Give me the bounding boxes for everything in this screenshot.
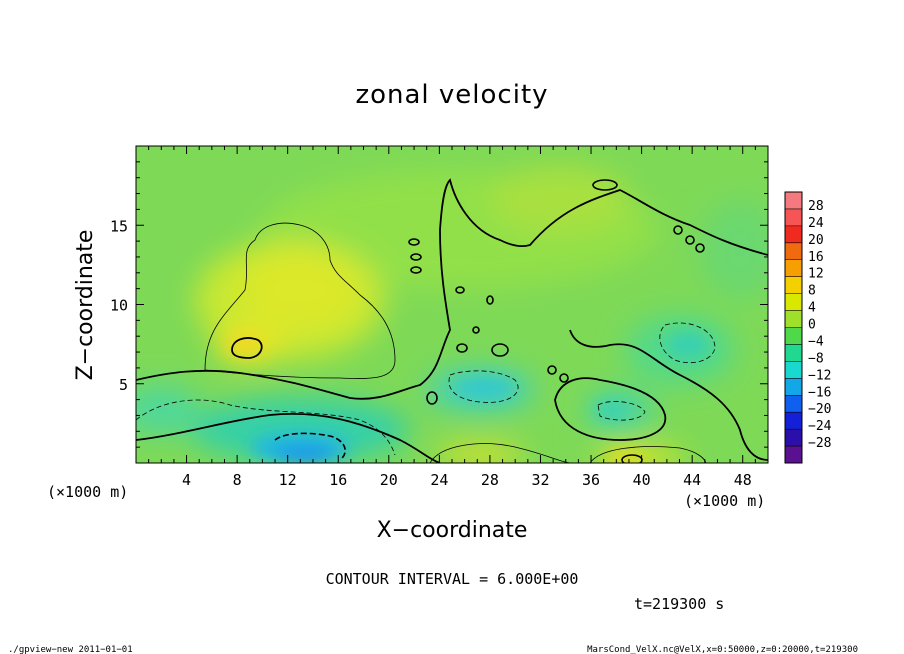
colorbar-label: −8: [808, 351, 824, 366]
colorbar-label: −24: [808, 419, 832, 434]
colorbar-label: 24: [808, 216, 824, 231]
x-tick-label: 28: [481, 471, 499, 489]
colorbar-label: −16: [808, 385, 831, 400]
colorbar-label: 20: [808, 233, 824, 248]
x-tick-label: 20: [380, 471, 398, 489]
x-unit-label-right: (×1000 m): [684, 492, 765, 510]
colorbar-swatch: [785, 192, 802, 210]
x-axis-title: X−coordinate: [377, 518, 528, 543]
colorbar-swatch: [785, 361, 802, 379]
contour-lines: [136, 178, 768, 463]
colorbar-swatch: [785, 378, 802, 396]
colorbar-label: −28: [808, 436, 831, 451]
x-unit-label-left: (×1000 m): [47, 483, 128, 501]
colorbar: 28 24 20 16 12 8 4 0−4 −8 −12 −16 −20 −24 −28: [784, 191, 832, 464]
x-tick-label: 16: [329, 471, 347, 489]
colorbar-swatch: [785, 293, 802, 312]
footer-left: ./gpview−new 2011−01−01: [8, 645, 133, 654]
colorbar-label: 28: [808, 199, 824, 214]
y-axis: 5 10 15: [110, 161, 768, 448]
colorbar-swatch: [785, 242, 802, 261]
colorbar-swatch: [785, 395, 802, 413]
colorbar-swatch: [785, 225, 802, 244]
colorbar-label: −4: [808, 334, 824, 349]
x-tick-label: 32: [531, 471, 549, 489]
x-tick-label: 12: [279, 471, 297, 489]
contour-interval-text: CONTOUR INTERVAL = 6.000E+00: [326, 570, 579, 588]
colorbar-swatch: [785, 310, 802, 328]
colorbar-swatch: [785, 259, 802, 278]
colorbar-swatch: [785, 276, 802, 295]
colorbar-label: 8: [808, 284, 816, 299]
y-tick-label: 15: [110, 217, 128, 235]
colorbar-swatch: [785, 446, 802, 464]
time-label: t=219300 s: [634, 595, 724, 613]
x-tick-label: 8: [233, 471, 242, 489]
x-tick-label: 4: [182, 471, 191, 489]
x-tick-label: 36: [582, 471, 600, 489]
colorbar-swatch: [785, 429, 802, 447]
footer-right: MarsCond_VelX.nc@VelX,x=0:50000,z=0:2000…: [587, 645, 858, 654]
y-tick-label: 5: [119, 376, 128, 394]
colorbar-label: 0: [808, 318, 816, 333]
y-tick-label: 10: [110, 297, 128, 315]
colorbar-label: 4: [808, 301, 816, 316]
chart-title: zonal velocity: [355, 80, 548, 110]
colorbar-label: 12: [808, 267, 824, 282]
colorbar-swatch: [785, 208, 802, 227]
x-tick-label: 48: [734, 471, 752, 489]
y-axis-title: Z−coordinate: [73, 230, 98, 381]
colorbar-swatch: [785, 412, 802, 430]
colorbar-swatch: [785, 327, 802, 345]
x-tick-label: 44: [683, 471, 701, 489]
x-axis: 4 8 12 16 20 24 28 32 36 40 44 48: [148, 146, 756, 489]
colorbar-label: −20: [808, 402, 831, 417]
colorbar-swatch: [785, 344, 802, 362]
x-tick-label: 40: [633, 471, 651, 489]
colorbar-label: −12: [808, 368, 831, 383]
heatmap-field: [136, 146, 768, 463]
colorbar-label: 16: [808, 250, 824, 265]
x-tick-label: 24: [430, 471, 448, 489]
